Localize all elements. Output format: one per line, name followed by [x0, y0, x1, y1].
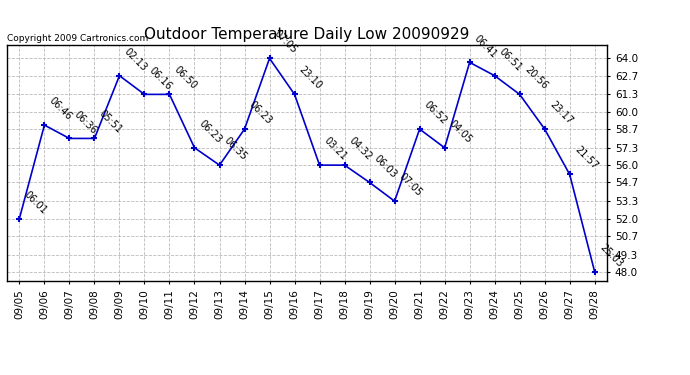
- Text: 23:10: 23:10: [297, 65, 324, 92]
- Text: 06:35: 06:35: [222, 136, 249, 162]
- Text: 06:23: 06:23: [247, 99, 274, 126]
- Text: 06:46: 06:46: [47, 96, 74, 122]
- Text: 07:05: 07:05: [273, 29, 299, 56]
- Text: 23:17: 23:17: [547, 99, 574, 126]
- Text: 06:51: 06:51: [497, 46, 524, 73]
- Text: 06:41: 06:41: [473, 33, 499, 60]
- Text: 06:52: 06:52: [422, 99, 449, 126]
- Text: 02:13: 02:13: [122, 46, 149, 73]
- Text: 04:05: 04:05: [447, 118, 474, 145]
- Text: 07:05: 07:05: [397, 171, 424, 198]
- Text: 06:23: 06:23: [197, 118, 224, 145]
- Text: 05:51: 05:51: [97, 109, 124, 136]
- Title: Outdoor Temperature Daily Low 20090929: Outdoor Temperature Daily Low 20090929: [144, 27, 470, 42]
- Text: 06:01: 06:01: [22, 189, 49, 216]
- Text: 06:36: 06:36: [72, 109, 99, 136]
- Text: 06:03: 06:03: [373, 153, 399, 180]
- Text: 04:32: 04:32: [347, 136, 374, 162]
- Text: 06:16: 06:16: [147, 65, 174, 92]
- Text: 25:03: 25:03: [598, 242, 624, 269]
- Text: Copyright 2009 Cartronics.com: Copyright 2009 Cartronics.com: [7, 34, 148, 43]
- Text: 20:56: 20:56: [522, 65, 549, 92]
- Text: 06:50: 06:50: [172, 65, 199, 92]
- Text: 03:21: 03:21: [322, 136, 349, 162]
- Text: 21:57: 21:57: [573, 145, 600, 172]
